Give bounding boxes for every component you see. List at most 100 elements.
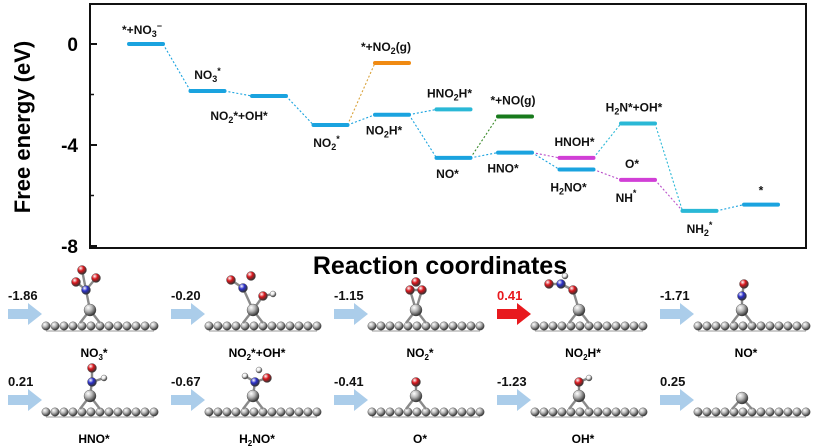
metal-atom [572,303,586,317]
level-label-no-g: *+NO(g) [491,93,536,107]
substrate-atom [222,321,232,331]
substrate-atom [122,321,132,331]
substrate-atom [421,407,431,417]
substrate-atom [113,407,123,417]
connector-l10-l12 [531,152,560,170]
structure-panel-2-4: -1.23 OH* [497,374,648,446]
substrate-atom [385,321,395,331]
hydrogen-atom [100,374,108,382]
substrate-atom [376,321,386,331]
oxygen-atom [77,265,87,275]
nitrogen-atom [238,283,248,293]
substrate-atom [638,321,648,331]
substrate-atom [59,407,69,417]
substrate-atom [303,407,313,417]
substrate-atom [140,407,150,417]
substrate-atom [213,321,223,331]
substrate-atom [720,407,730,417]
substrate-atom [376,407,386,417]
barrier-value: -0.20 [171,288,201,303]
substrate-atom [457,321,467,331]
substrate-atom [611,407,621,417]
substrate-atom [792,407,802,417]
substrate-atom [738,321,748,331]
substrate-atom [738,407,748,417]
structure-panel-1-2: -0.20 NO2*+OH* [171,271,322,362]
substrate-atom [267,407,277,417]
substrate-atom [448,321,458,331]
substrate-atom [312,321,322,331]
substrate-atom [222,407,232,417]
substrate-atom [258,407,268,417]
substrate-atom [122,407,132,417]
substrate-atom [774,407,784,417]
hydrogen-atom [241,372,249,380]
substrate-atom [149,407,159,417]
level-label-no2-g: *+NO2(g) [361,40,411,56]
oxygen-atom [258,291,268,301]
substrate-atom [566,321,576,331]
substrate-atom [285,407,295,417]
oxygen-atom [544,279,554,289]
structure-panel-1-1: -1.86 NO3* [8,265,159,362]
substrate-atom [729,407,739,417]
substrate-atom [629,407,639,417]
substrate-atom [303,321,313,331]
y-tick-label: -8 [61,237,78,258]
substrate-atom [68,407,78,417]
substrate-atom [783,407,793,417]
structure-label-no: NO* [735,346,758,360]
substrate-atom [756,407,766,417]
substrate-atom [593,321,603,331]
substrate-atom [602,321,612,331]
oxygen-atom [417,285,427,295]
connector-l4-l5 [346,62,376,126]
y-axis-label: Free energy (eV) [10,41,35,213]
level-label-h2n-oh: H2N*+OH* [606,101,663,117]
metal-atom [409,389,423,403]
substrate-atom [258,321,268,331]
substrate-atom [448,407,458,417]
metal-atom [83,389,97,403]
barrier-value: -1.15 [334,288,364,303]
connector-l4-l6 [347,114,376,126]
substrate-atom [593,407,603,417]
structure-label-h2no: H2NO* [239,432,275,448]
connector-l3-l4 [285,95,314,126]
substrate-atom [729,321,739,331]
substrate-atom [403,407,413,417]
substrate-atom [756,321,766,331]
substrate-atom [294,407,304,417]
structure-panel-2-5: 0.25 [660,374,811,418]
connector-l2-l3 [224,90,253,97]
hydrogen-atom [269,290,277,298]
substrate-atom [204,321,214,331]
connector-l11-l13 [593,123,622,159]
structure-label-no2h: NO2H* [565,346,601,362]
structure-label-o: O* [413,432,427,446]
substrate-atom [466,407,476,417]
structure-panel-2-2: -0.67 H2NO* [171,366,322,448]
structure-label-no2: NO2* [406,346,433,362]
hydrogen-atom [585,374,593,382]
substrate-atom [367,407,377,417]
arrow-icon [660,303,694,325]
substrate-atom [620,407,630,417]
substrate-atom [231,321,241,331]
connector-l6-l7 [408,108,437,116]
substrate-atom [249,321,259,331]
connector-l8-l9 [470,116,499,159]
substrate-atom [104,407,114,417]
oxygen-atom [574,377,584,387]
oxygen-atom [91,273,101,283]
connector-l13-l15 [654,123,684,212]
substrate-atom [204,407,214,417]
substrate-atom [249,407,259,417]
substrate-atom [765,407,775,417]
structure-label-oh: OH* [572,432,595,446]
level-label-: * [759,184,764,198]
substrate-atom [394,321,404,331]
substrate-atom [77,321,87,331]
substrate-atom [575,407,585,417]
plot-frame [89,3,807,249]
